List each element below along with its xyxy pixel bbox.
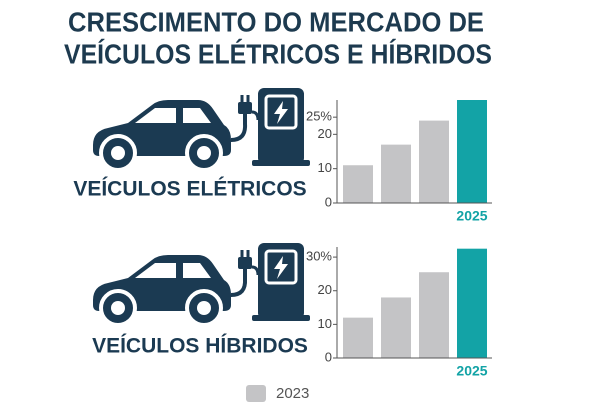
title-line: CRESCIMENTO DO MERCADO DE (68, 6, 484, 37)
title-line: VEÍCULOS ELÉTRICOS E HÍBRIDOS (64, 38, 492, 69)
hybrid-car-icon (91, 241, 312, 327)
bar (419, 120, 449, 203)
y-tick-label: 30% (306, 249, 332, 264)
bar (457, 248, 487, 358)
chart-title: VEÍCULOS HÍBRIDOS (92, 335, 308, 358)
y-tick-label: 10 (318, 160, 332, 175)
bar (381, 297, 411, 358)
bar (419, 272, 449, 358)
y-tick-label: 20 (318, 126, 332, 141)
y-tick-label: 10 (318, 316, 332, 331)
bar (343, 165, 373, 203)
electric-car-icon (91, 86, 312, 172)
bar (457, 100, 487, 203)
y-tick-label: 25% (306, 109, 332, 124)
legend-label: 2023 (276, 385, 309, 402)
y-tick-label: 20 (318, 282, 332, 297)
x-tick-label: 2025 (456, 363, 487, 379)
bar (381, 144, 411, 203)
y-tick-label: 0 (325, 194, 332, 209)
x-tick-label: 2025 (456, 208, 487, 224)
legend-swatch (246, 385, 266, 402)
bar (343, 317, 373, 358)
chart-title: VEÍCULOS ELÉTRICOS (73, 178, 306, 201)
y-tick-label: 0 (325, 349, 332, 364)
